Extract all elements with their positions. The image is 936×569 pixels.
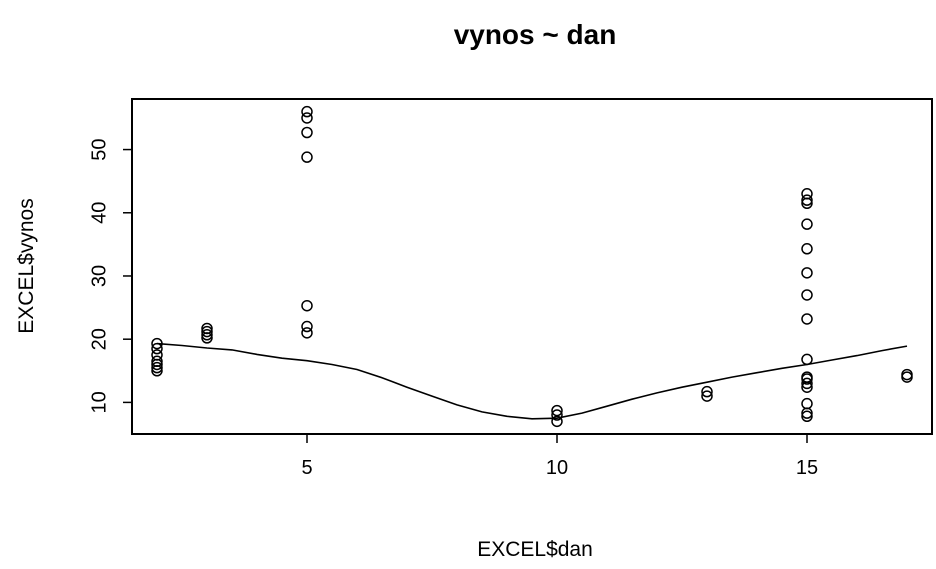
data-point [301, 151, 313, 163]
data-point [151, 349, 163, 361]
data-point [801, 353, 813, 366]
data-point [801, 371, 813, 383]
data-point [201, 325, 213, 338]
y-tick-label: 40 [88, 202, 110, 224]
x-axis: 5 10 15 [301, 434, 818, 479]
data-point [551, 409, 563, 421]
data-points [151, 105, 913, 428]
data-point [301, 299, 313, 312]
y-axis-label: EXCEL$vynos [15, 198, 38, 333]
x-tick-label: 10 [546, 457, 568, 479]
plot-frame [131, 98, 933, 435]
data-point [151, 355, 163, 368]
data-point [801, 289, 813, 301]
data-point [201, 329, 213, 341]
y-tick-label: 50 [88, 138, 110, 160]
data-point [301, 320, 313, 333]
data-point [801, 267, 813, 279]
data-point [201, 322, 213, 335]
data-point [301, 105, 313, 118]
data-point [801, 410, 813, 423]
data-point [701, 385, 713, 398]
data-point [801, 188, 813, 200]
data-point [551, 404, 563, 417]
data-point [901, 368, 913, 381]
data-point [801, 194, 813, 206]
y-tick-label: 30 [88, 265, 110, 287]
chart-title: vynos ~ dan [454, 19, 617, 50]
y-axis: 10 20 30 40 50 [88, 138, 132, 414]
x-tick-label: 5 [301, 457, 312, 479]
data-point [801, 218, 813, 230]
data-point [151, 361, 163, 374]
data-point [301, 327, 313, 339]
x-tick-label: 15 [796, 457, 818, 479]
data-point [301, 126, 313, 139]
data-point [801, 313, 813, 325]
data-point [301, 112, 313, 124]
data-point [701, 390, 713, 402]
y-tick-label: 10 [88, 391, 110, 413]
data-point [801, 377, 813, 390]
x-axis-label: EXCEL$dan [477, 538, 593, 561]
smooth-line [156, 342, 908, 420]
data-point [801, 397, 813, 410]
y-tick-label: 20 [88, 328, 110, 350]
data-point [801, 243, 813, 255]
